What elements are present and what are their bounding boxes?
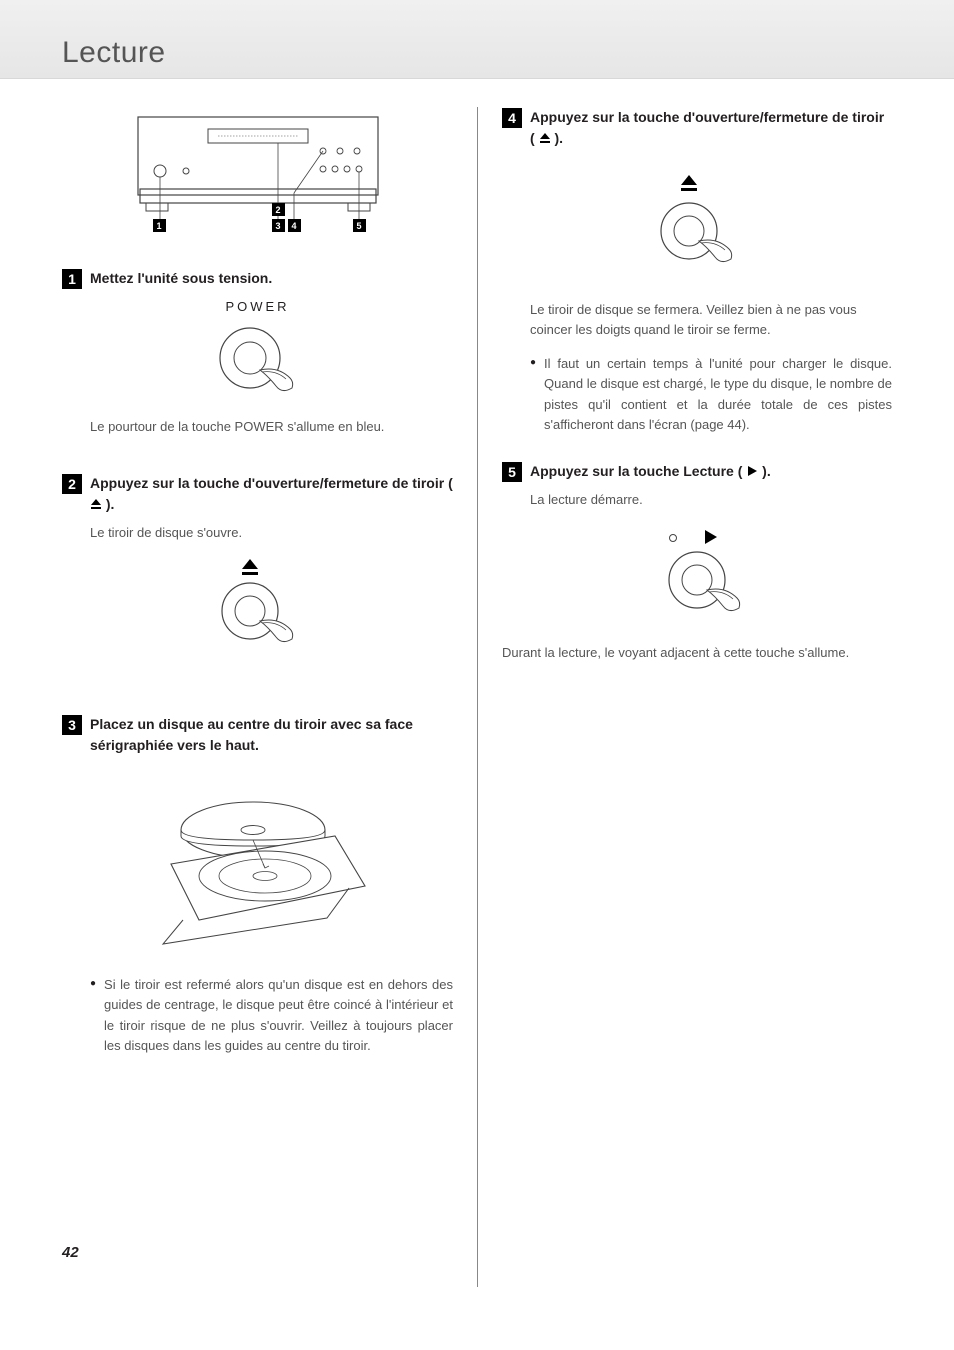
eject-icon — [539, 132, 551, 144]
step-2-body: Le tiroir de disque s'ouvre. — [90, 523, 453, 543]
bullet-dot-icon: ● — [530, 354, 536, 435]
eject-button-illustration — [210, 555, 306, 659]
step-1-body: Le pourtour de la touche POWER s'allume … — [90, 417, 453, 437]
disc-tray-illustration — [143, 776, 373, 956]
callout-5: 5 — [353, 219, 366, 232]
step-5: 5 Appuyez sur la touche Lecture ( ). La … — [502, 461, 892, 663]
callout-1: 1 — [153, 219, 166, 232]
step-4: 4 Appuyez sur la touche d'ouverture/ferm… — [502, 107, 892, 435]
step-4-title-end: ). — [551, 130, 563, 146]
cd-player-illustration — [118, 107, 398, 237]
step-number: 5 — [502, 462, 522, 482]
step-5-body: La lecture démarre. — [530, 490, 892, 510]
page-number: 42 — [62, 1244, 79, 1261]
play-button-illustration — [637, 524, 757, 624]
power-button-illustration — [210, 320, 306, 404]
content-columns: 1 2 3 4 5 1 Mettez l'unité sous tension.… — [0, 79, 954, 1287]
right-column: 4 Appuyez sur la touche d'ouverture/ferm… — [477, 107, 892, 1287]
step-1: 1 Mettez l'unité sous tension. POWER Le … — [62, 268, 453, 437]
step-2-title-text: Appuyez sur la touche d'ouverture/fermet… — [90, 475, 453, 491]
step-number: 1 — [62, 269, 82, 289]
step-5-body2: Durant la lecture, le voyant adjacent à … — [502, 643, 892, 663]
header-band: Lecture — [0, 0, 954, 79]
step-3-bullet-text: Si le tiroir est refermé alors qu'un dis… — [104, 975, 453, 1056]
power-label: POWER — [62, 299, 453, 314]
bullet-dot-icon: ● — [90, 975, 96, 1056]
step-number: 2 — [62, 474, 82, 494]
eject-button-illustration — [649, 171, 745, 281]
step-number: 4 — [502, 108, 522, 128]
callout-4: 4 — [288, 219, 301, 232]
step-3: 3 Placez un disque au centre du tiroir a… — [62, 714, 453, 1056]
play-icon — [746, 465, 758, 477]
step-3-bullet: ● Si le tiroir est refermé alors qu'un d… — [90, 975, 453, 1056]
step-5-title-end: ). — [758, 463, 770, 479]
eject-icon — [90, 498, 102, 510]
step-2: 2 Appuyez sur la touche d'ouverture/ferm… — [62, 473, 453, 664]
left-column: 1 2 3 4 5 1 Mettez l'unité sous tension.… — [62, 107, 477, 1287]
step-4-bullet-text: Il faut un certain temps à l'unité pour … — [544, 354, 892, 435]
callout-3: 3 — [272, 219, 285, 232]
step-5-title: Appuyez sur la touche Lecture ( ). — [530, 461, 771, 482]
page-title: Lecture — [62, 36, 954, 70]
step-4-body: Le tiroir de disque se fermera. Veillez … — [530, 300, 892, 340]
step-1-title: Mettez l'unité sous tension. — [90, 268, 272, 289]
callout-2: 2 — [272, 203, 285, 216]
step-2-title-end: ). — [102, 496, 114, 512]
step-5-title-text: Appuyez sur la touche Lecture ( — [530, 463, 746, 479]
step-4-title-text: Appuyez sur la touche d'ouverture/fermet… — [530, 109, 884, 146]
step-4-title: Appuyez sur la touche d'ouverture/fermet… — [530, 107, 892, 149]
step-3-title: Placez un disque au centre du tiroir ave… — [90, 714, 453, 756]
device-diagram: 1 2 3 4 5 — [118, 107, 398, 242]
step-4-bullet: ● Il faut un certain temps à l'unité pou… — [530, 354, 892, 435]
step-2-title: Appuyez sur la touche d'ouverture/fermet… — [90, 473, 453, 515]
step-number: 3 — [62, 715, 82, 735]
